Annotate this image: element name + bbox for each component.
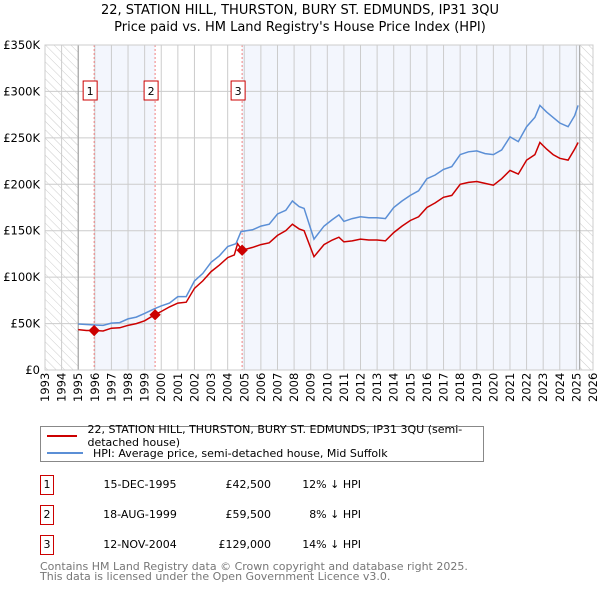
sale-price: £42,500 bbox=[225, 478, 272, 491]
x-tick-label: 2012 bbox=[354, 373, 368, 402]
x-tick-label: 2009 bbox=[304, 373, 318, 402]
sale-hpi-diff: 12% ↓ HPI bbox=[302, 478, 361, 491]
sale-hpi-diff: 8% ↓ HPI bbox=[309, 508, 361, 521]
chart-subtitle: Price paid vs. HM Land Registry's House … bbox=[114, 20, 486, 35]
x-tick-label: 2001 bbox=[171, 373, 185, 402]
legend-label: 22, STATION HILL, THURSTON, BURY ST. EDM… bbox=[87, 423, 463, 449]
x-tick-label: 1996 bbox=[88, 373, 102, 402]
x-tick-label: 2000 bbox=[154, 373, 168, 402]
no-data-hatch bbox=[579, 45, 593, 370]
price-chart: 1993 1994 1995 1996 1997 1998 1999 2000 2001 2002… bbox=[3, 38, 600, 402]
sale-number-badge: 3 bbox=[40, 535, 54, 555]
x-tick-label: 1997 bbox=[104, 373, 118, 402]
shaded-period bbox=[242, 45, 580, 370]
y-tick-label: £300K bbox=[3, 84, 40, 98]
x-tick-label: 2021 bbox=[503, 373, 517, 402]
y-tick-label: £100K bbox=[3, 270, 40, 284]
sale-number-badge: 1 bbox=[40, 475, 54, 495]
sale-label-box bbox=[230, 80, 246, 101]
sale-row: 3 12-NOV-2004 £129,000 14% ↓ HPI bbox=[40, 535, 440, 555]
x-tick-label: 2005 bbox=[237, 373, 251, 402]
x-tick-label: 2007 bbox=[270, 373, 284, 402]
plot-border bbox=[44, 44, 594, 371]
sale-point bbox=[236, 244, 248, 256]
x-tick-label: 2015 bbox=[403, 373, 417, 402]
x-tick-label: 2019 bbox=[470, 373, 484, 402]
sale-point bbox=[149, 309, 161, 321]
y-tick-label: £250K bbox=[3, 131, 40, 145]
x-tick-label: 2008 bbox=[287, 373, 301, 402]
x-tick-label: 2017 bbox=[437, 373, 451, 402]
sale-price: £129,000 bbox=[218, 538, 272, 551]
footer-license: This data is licensed under the Open Gov… bbox=[40, 570, 391, 583]
x-tick-label: 2011 bbox=[337, 373, 351, 402]
property-price-line bbox=[78, 141, 579, 332]
sale-date: 12-NOV-2004 bbox=[103, 538, 177, 551]
legend-label: HPI: Average price, semi-detached house,… bbox=[93, 446, 388, 460]
sale-label: 3 bbox=[235, 85, 242, 98]
legend: 22, STATION HILL, THURSTON, BURY ST. EDM… bbox=[40, 423, 484, 462]
y-tick-label: £50K bbox=[11, 317, 41, 331]
x-tick-label: 1994 bbox=[55, 373, 69, 402]
sale-hpi-diff: 14% ↓ HPI bbox=[302, 538, 361, 551]
legend-swatch-blue bbox=[47, 452, 83, 454]
y-tick-label: £0 bbox=[25, 363, 40, 377]
y-tick-label: £150K bbox=[3, 224, 40, 238]
sale-price: £59,500 bbox=[225, 508, 272, 521]
x-tick-label: 2026 bbox=[586, 373, 600, 402]
y-tick-label: £350K bbox=[3, 38, 40, 52]
x-tick-label: 2002 bbox=[187, 373, 201, 402]
sale-label: 2 bbox=[148, 85, 155, 98]
x-tick-label: 2023 bbox=[536, 373, 550, 402]
sale-label-box bbox=[143, 80, 159, 101]
chart-title: 22, STATION HILL, THURSTON, BURY ST. EDM… bbox=[101, 3, 499, 18]
x-tick-label: 2004 bbox=[221, 373, 235, 402]
footer-copyright: Contains HM Land Registry data © Crown c… bbox=[40, 560, 468, 573]
x-tick-label: 2024 bbox=[553, 373, 567, 402]
x-tick-label: 1993 bbox=[38, 373, 52, 402]
x-tick-label: 2020 bbox=[486, 373, 500, 402]
y-tick-label: £200K bbox=[3, 177, 40, 191]
x-tick-label: 2018 bbox=[453, 373, 467, 402]
x-tick-label: 2016 bbox=[420, 373, 434, 402]
sale-date: 18-AUG-1999 bbox=[103, 508, 177, 521]
x-tick-label: 2013 bbox=[370, 373, 384, 402]
x-tick-label: 1998 bbox=[121, 373, 135, 402]
sale-label: 1 bbox=[87, 85, 94, 98]
x-tick-label: 2022 bbox=[520, 373, 534, 402]
legend-item-property: 22, STATION HILL, THURSTON, BURY ST. EDM… bbox=[41, 423, 483, 449]
x-tick-label: 1995 bbox=[71, 373, 85, 402]
x-tick-label: 2010 bbox=[320, 373, 334, 402]
x-tick-label: 2025 bbox=[569, 373, 583, 402]
sale-date: 15-DEC-1995 bbox=[103, 478, 177, 491]
x-tick-label: 2003 bbox=[204, 373, 218, 402]
legend-swatch-red bbox=[47, 435, 78, 437]
sale-label-box bbox=[82, 80, 98, 101]
legend-item-hpi: HPI: Average price, semi-detached house,… bbox=[41, 445, 388, 461]
sale-row: 2 18-AUG-1999 £59,500 8% ↓ HPI bbox=[40, 505, 440, 525]
x-tick-label: 2006 bbox=[254, 373, 268, 402]
x-tick-label: 2014 bbox=[387, 373, 401, 402]
sale-number-badge: 2 bbox=[40, 505, 54, 525]
hpi-line bbox=[78, 104, 579, 327]
x-tick-label: 1999 bbox=[138, 373, 152, 402]
sale-row: 1 15-DEC-1995 £42,500 12% ↓ HPI bbox=[40, 475, 440, 495]
